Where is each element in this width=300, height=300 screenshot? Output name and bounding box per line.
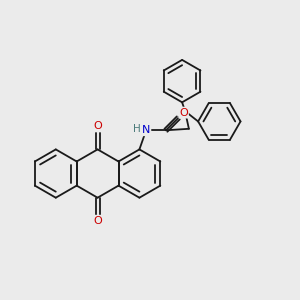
Text: H: H [134, 124, 141, 134]
Text: O: O [93, 216, 102, 226]
Text: N: N [142, 125, 150, 135]
Text: O: O [179, 108, 188, 118]
Text: O: O [93, 122, 102, 131]
